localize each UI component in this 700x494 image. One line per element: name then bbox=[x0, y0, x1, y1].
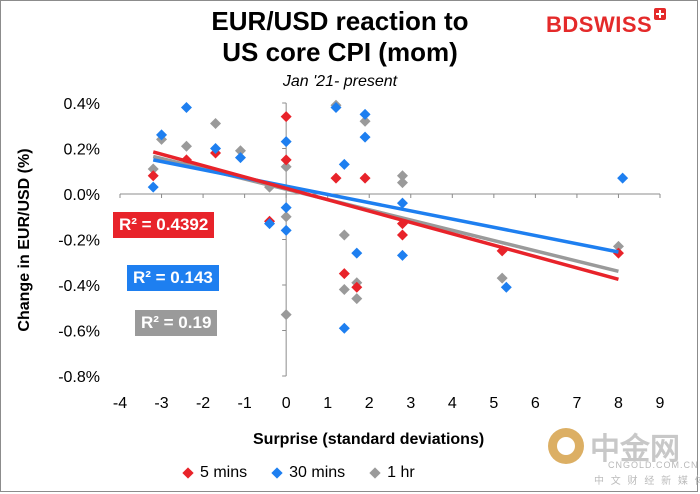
x-tick-label: 7 bbox=[572, 395, 581, 412]
x-tick-label: 1 bbox=[323, 395, 332, 412]
point-1-hr bbox=[496, 272, 508, 284]
legend-marker-5-mins bbox=[182, 467, 194, 479]
x-tick-label: 3 bbox=[406, 395, 415, 412]
point-1-hr bbox=[338, 229, 350, 241]
point-5-mins bbox=[612, 247, 624, 259]
point-30-mins bbox=[359, 108, 371, 120]
point-5-mins bbox=[338, 268, 350, 280]
point-30-mins bbox=[359, 131, 371, 143]
point-30-mins bbox=[351, 247, 363, 259]
legend: 5 mins 30 mins 1 hr bbox=[182, 464, 415, 482]
point-1-hr bbox=[396, 170, 408, 182]
x-tick-label: 0 bbox=[282, 395, 291, 412]
point-30-mins bbox=[280, 136, 292, 148]
title-line-1: EUR/USD reaction to bbox=[211, 6, 469, 36]
point-1-hr bbox=[234, 145, 246, 157]
point-5-mins bbox=[280, 111, 292, 123]
y-tick-label: -0.4% bbox=[58, 278, 100, 295]
point-30-mins bbox=[156, 129, 168, 141]
x-tick-label: 4 bbox=[448, 395, 457, 412]
point-1-hr bbox=[351, 293, 363, 305]
y-tick-label: 0.2% bbox=[64, 142, 100, 159]
r2-label-30-mins: R² = 0.143 bbox=[127, 265, 219, 291]
legend-item-1-hr: 1 hr bbox=[369, 464, 415, 482]
legend-marker-30-mins bbox=[271, 467, 283, 479]
x-tick-label: 5 bbox=[489, 395, 498, 412]
legend-item-5-mins: 5 mins bbox=[182, 464, 248, 482]
point-1-hr bbox=[280, 309, 292, 321]
title-line-2: US core CPI (mom) bbox=[222, 37, 458, 67]
r2-label-5-mins: R² = 0.4392 bbox=[113, 212, 215, 238]
y-tick-label: -0.6% bbox=[58, 324, 100, 341]
x-tick-label: -1 bbox=[237, 395, 251, 412]
legend-label-5-mins: 5 mins bbox=[200, 464, 248, 481]
chart-subtitle: Jan '21- present bbox=[282, 73, 398, 90]
point-30-mins bbox=[280, 202, 292, 214]
watermark-chinese: 中金网 bbox=[590, 433, 680, 466]
x-tick-label: -2 bbox=[196, 395, 210, 412]
swiss-cross-icon bbox=[654, 8, 667, 20]
cngold-logo-icon bbox=[548, 428, 584, 464]
point-30-mins bbox=[210, 143, 222, 154]
point-30-mins bbox=[330, 102, 342, 114]
point-30-mins bbox=[617, 172, 629, 184]
x-axis-label: Surprise (standard deviations) bbox=[253, 431, 485, 448]
point-5-mins bbox=[351, 281, 363, 293]
point-30-mins bbox=[280, 224, 292, 236]
y-tick-label: 0.0% bbox=[64, 187, 100, 204]
point-30-mins bbox=[396, 249, 408, 261]
x-tick-label: 8 bbox=[614, 395, 623, 412]
cngold-watermark: 中金网 CNGOLD.COM.CN 中 文 财 经 新 媒 体 bbox=[548, 422, 700, 487]
x-tick-label: 9 bbox=[656, 395, 665, 412]
brand-swiss: SWISS bbox=[578, 12, 653, 37]
trendline-30-mins bbox=[152, 158, 619, 254]
legend-label-30-mins: 30 mins bbox=[289, 464, 346, 481]
point-30-mins bbox=[338, 322, 350, 334]
point-1-hr bbox=[338, 284, 350, 296]
legend-marker-1-hr bbox=[369, 467, 381, 479]
legend-item-30-mins: 30 mins bbox=[271, 464, 346, 482]
point-1-hr bbox=[280, 161, 292, 173]
point-30-mins bbox=[396, 197, 408, 209]
point-30-mins bbox=[264, 218, 276, 230]
point-1-hr bbox=[210, 117, 222, 129]
x-tick-label: 6 bbox=[531, 395, 540, 412]
chart-title: EUR/USD reaction to US core CPI (mom) bbox=[130, 6, 550, 68]
point-5-mins bbox=[147, 170, 159, 182]
point-5-mins bbox=[396, 229, 408, 241]
watermark-subtitle: 中 文 财 经 新 媒 体 bbox=[594, 476, 700, 487]
point-30-mins bbox=[234, 152, 246, 164]
point-1-hr bbox=[180, 140, 192, 152]
point-5-mins bbox=[280, 154, 292, 166]
point-1-hr bbox=[147, 163, 159, 175]
point-30-mins bbox=[338, 158, 350, 170]
r2-label-1-hr: R² = 0.19 bbox=[135, 310, 218, 336]
y-tick-label: 0.4% bbox=[64, 96, 100, 113]
x-tick-label: -4 bbox=[113, 395, 127, 412]
point-1-hr bbox=[612, 240, 624, 252]
point-5-mins bbox=[330, 172, 342, 184]
point-5-mins bbox=[359, 172, 371, 184]
watermark-domain: CNGOLD.COM.CN bbox=[608, 460, 699, 470]
point-30-mins bbox=[180, 102, 192, 114]
brand-bd: BD bbox=[546, 12, 579, 37]
trendline-5-mins bbox=[152, 150, 619, 282]
legend-label-1-hr: 1 hr bbox=[387, 464, 415, 481]
point-1-hr bbox=[280, 211, 292, 223]
y-tick-label: -0.2% bbox=[58, 233, 100, 250]
bdswiss-logo: BDSWISS bbox=[546, 8, 667, 38]
y-tick-label: -0.8% bbox=[58, 369, 100, 386]
x-tick-label: -3 bbox=[154, 395, 168, 412]
point-1-hr bbox=[396, 177, 408, 189]
point-1-hr bbox=[359, 115, 371, 127]
x-tick-label: 2 bbox=[365, 395, 374, 412]
point-30-mins bbox=[147, 181, 159, 193]
point-30-mins bbox=[500, 281, 512, 293]
